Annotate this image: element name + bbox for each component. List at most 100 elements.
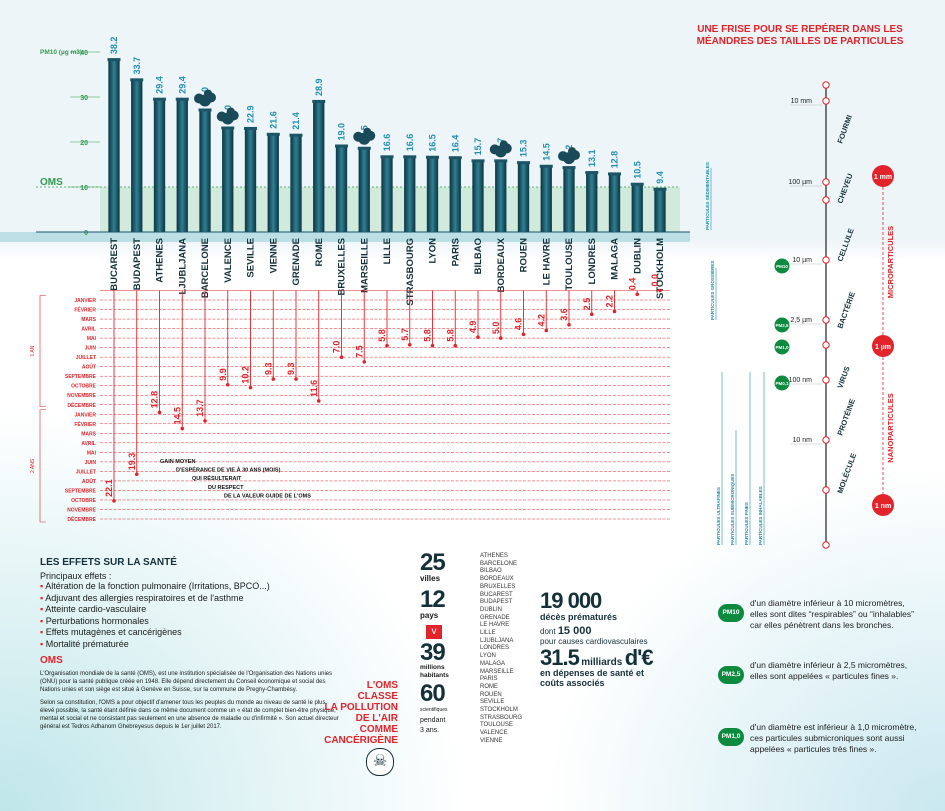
y-tick-label: SEPTEMBRE — [65, 488, 97, 494]
period-label: 1 AN — [30, 345, 36, 356]
value-label: 10.5 — [632, 161, 642, 179]
chimney — [176, 99, 188, 233]
chimney — [153, 99, 166, 233]
x-tick-label: BRUXELLES — [337, 238, 348, 296]
y-tick-label: DÉCEMBRE — [67, 401, 96, 409]
effects-list: Altération de la fonction pulmonaire (Ir… — [40, 581, 340, 650]
group-label: MICROPARTICULES — [886, 226, 895, 298]
city: ROUEN — [480, 691, 502, 698]
x-tick-label: ROME — [314, 238, 325, 267]
pm-badge — [774, 339, 790, 355]
cost-unit: milliards — [581, 656, 623, 668]
cancer-line: CLASSE — [357, 691, 398, 702]
chimney-cap — [630, 182, 644, 186]
deaths-number: 19 000 — [540, 588, 602, 613]
horizon-band — [0, 232, 690, 242]
y-tick-label: JUIN — [85, 460, 97, 466]
chimney-cap — [471, 159, 485, 163]
skull-icon: ☠ — [366, 748, 394, 776]
oms-paragraph: L'Organisation mondiale de la santé (OMS… — [40, 670, 333, 693]
chimney — [222, 128, 234, 233]
chimney — [631, 184, 643, 233]
chimney-cap — [153, 97, 166, 101]
lollipop-dot — [407, 342, 412, 347]
stat-number: 25 — [420, 549, 446, 576]
lollipop-dot — [476, 335, 480, 339]
pm-badge — [774, 317, 790, 333]
chimney-cap — [562, 166, 576, 170]
marker-circle — [872, 494, 894, 516]
lollipop-dot — [589, 312, 594, 317]
y-tick-label: 30 — [80, 95, 88, 102]
x-tick-label: BUDAPEST — [132, 238, 143, 290]
chimney-cap — [175, 97, 189, 101]
y-tick-label: DÉCEMBRE — [67, 515, 96, 523]
city: LJUBLJANA — [480, 637, 514, 644]
frise-node — [822, 196, 830, 204]
item-label: VIRUS — [835, 365, 851, 390]
scale-label: 10 mm — [791, 98, 813, 105]
chimney-cap — [266, 132, 280, 136]
item-label: PROTÉINE — [835, 398, 857, 437]
value-label: 19.3 — [127, 453, 137, 471]
cancer-line: COMME — [359, 724, 398, 735]
frise-title: MÉANDRES DES TAILLES DE PARTICULES — [697, 34, 904, 47]
pm-badge-label: PM10 — [776, 264, 788, 269]
chimney-cap — [107, 58, 121, 62]
y-tick-label: OCTOBRE — [71, 498, 97, 504]
smoke — [568, 147, 576, 156]
stat-label: villes — [420, 574, 441, 583]
chimney — [563, 167, 575, 233]
value-label: 14.5 — [541, 143, 551, 161]
value-label: 3.6 — [559, 308, 569, 321]
cost-number: 31.5 — [540, 644, 580, 670]
bracket — [39, 295, 46, 408]
lollipop-dot — [521, 332, 526, 337]
city: MALAGA — [480, 660, 506, 667]
smoke — [363, 127, 372, 136]
value-label: 7.0 — [332, 341, 342, 354]
scale-label: 100 nm — [789, 377, 813, 384]
y-tick-label: JANVIER — [74, 412, 96, 418]
city: BUDAPEST — [480, 599, 513, 606]
effect-item: Effets mutagènes et cancérigènes — [40, 627, 340, 639]
chimney — [540, 166, 552, 233]
reference-label: OMS — [40, 177, 63, 188]
city: ATHENES — [480, 553, 508, 559]
stat-label: scientifiques — [420, 707, 448, 713]
x-tick-label: BUCAREST — [109, 238, 120, 291]
frise-node — [822, 436, 830, 444]
value-label: 12.8 — [610, 151, 620, 169]
cancer-line: CANCÉRIGÈNE — [324, 735, 398, 746]
marker-label: 1 mm — [874, 174, 892, 181]
value-label: 29.4 — [155, 76, 165, 94]
y-tick-label: OCTOBRE — [71, 384, 97, 390]
annotation: GAIN MOYEN — [160, 459, 195, 465]
chimney-cap — [585, 171, 599, 175]
item-label: CHEVEU — [835, 172, 854, 204]
effect-item: Atteinte cardio-vasculaire — [40, 604, 340, 616]
stat-label: pays — [420, 610, 439, 620]
city: STOCKHOLM — [480, 707, 518, 714]
smoke — [226, 107, 235, 116]
y-tick-label: JUILLET — [76, 355, 96, 361]
city: TOULOUSE — [480, 722, 513, 729]
effect-item: Mortalité prématurée — [40, 639, 340, 651]
city: VALENCE — [480, 730, 508, 737]
chimney — [131, 80, 143, 233]
chimney-cap — [426, 155, 439, 159]
frise-node — [822, 376, 830, 384]
marker-label: 1 nm — [875, 503, 891, 510]
pm-badge — [774, 375, 790, 391]
chimney — [404, 157, 416, 233]
effects-block: LES EFFETS SUR LA SANTÉ Principaux effet… — [40, 557, 340, 731]
value-label: 4.6 — [514, 318, 524, 331]
value-label: 12.8 — [150, 391, 160, 409]
stat-number: 60 — [420, 680, 446, 707]
chimney-cap — [517, 161, 530, 165]
chimney-cap — [198, 108, 212, 112]
lollipop-dot — [635, 292, 640, 297]
chimney — [608, 174, 621, 233]
